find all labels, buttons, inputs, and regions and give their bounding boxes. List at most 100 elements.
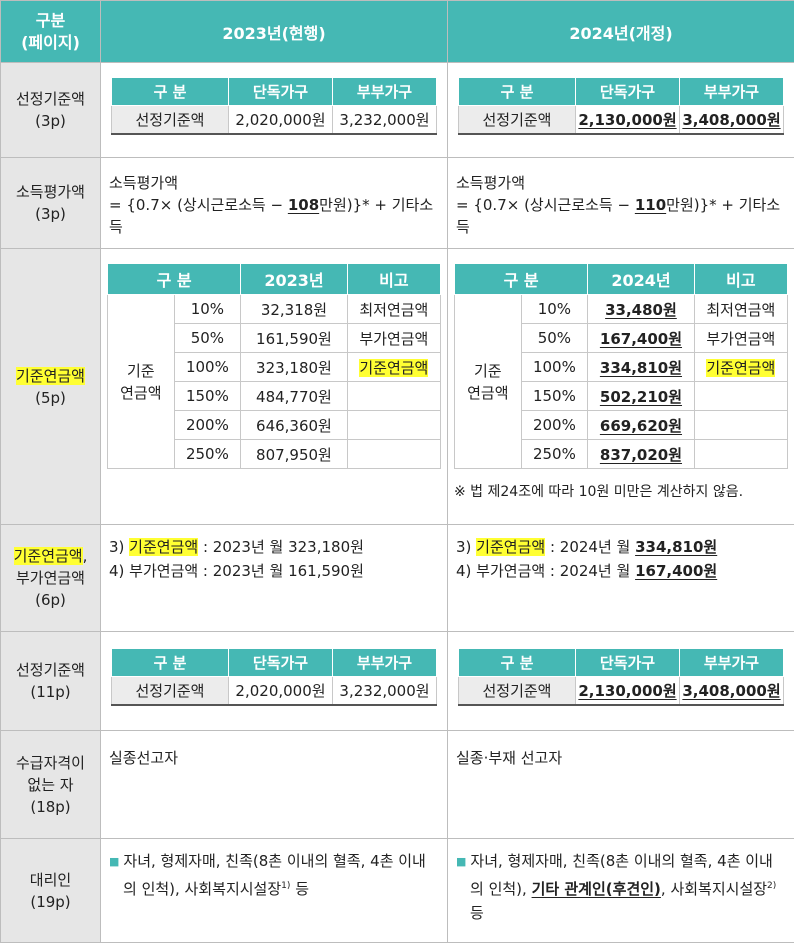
note-cell <box>694 440 787 469</box>
sub-header: 2024년 <box>588 264 695 295</box>
couple-household-value: 3,408,000원 <box>680 106 784 134</box>
sub-header: 구 분 <box>459 78 576 106</box>
single-household-value: 2,020,000원 <box>229 677 333 705</box>
pct-cell: 250% <box>174 440 241 469</box>
pct-cell: 200% <box>521 411 588 440</box>
sub-row-label: 선정기준액 <box>112 677 229 705</box>
pct-cell: 50% <box>521 324 588 353</box>
amount-cell: 33,480원 <box>588 295 695 324</box>
note-cell: 최저연금액 <box>694 295 787 324</box>
row-label-base-pension-5p: 기준연금액(5p) <box>1 249 101 525</box>
sub-header: 단독가구 <box>576 649 680 677</box>
sub-header: 구 분 <box>108 264 241 295</box>
sub-header: 구 분 <box>459 649 576 677</box>
pct-cell: 100% <box>521 353 588 382</box>
couple-household-value: 3,232,000원 <box>333 677 437 705</box>
group-label: 기준 연금액 <box>455 295 522 469</box>
amount-cell: 646,360원 <box>241 411 348 440</box>
selection-table-2024: 구 분 단독가구 부부가구 선정기준액 2,130,000원 3,408,000… <box>458 77 784 135</box>
sub-header: 구 분 <box>112 78 229 106</box>
pct-cell: 150% <box>521 382 588 411</box>
note-cell: 최저연금액 <box>347 295 440 324</box>
sub-header: 부부가구 <box>680 78 784 106</box>
income-formula-2024: 소득평가액 = {0.7× (상시근로소득 − 110만원)}* + 기타소득 <box>448 158 794 249</box>
row-label-ineligible-18p: 수급자격이 없는 자 (18p) <box>1 731 101 839</box>
sub-header: 2023년 <box>241 264 348 295</box>
pension-ref-2024: 3) 기준연금액 : 2024년 월 334,810원 4) 부가연금액 : 2… <box>448 525 794 632</box>
pension-ref-2023: 3) 기준연금액 : 2023년 월 323,180원 4) 부가연금액 : 2… <box>101 525 448 632</box>
note-cell <box>694 382 787 411</box>
row-label-agent-19p: 대리인 (19p) <box>1 839 101 943</box>
amount-cell: 334,810원 <box>588 353 695 382</box>
single-household-value: 2,130,000원 <box>576 677 680 705</box>
sub-header: 부부가구 <box>680 649 784 677</box>
pension-table-2023: 구 분 2023년 비고 기준 연금액 10% 32,318원 최저연금액 50… <box>107 263 441 469</box>
note-cell: 기준연금액 <box>694 353 787 382</box>
sub-header: 부부가구 <box>333 78 437 106</box>
single-household-value: 2,130,000원 <box>576 106 680 134</box>
couple-household-value: 3,408,000원 <box>680 677 784 705</box>
note-cell: 부가연금액 <box>694 324 787 353</box>
note-cell <box>694 411 787 440</box>
square-bullet-icon: ■ <box>109 855 119 868</box>
pct-cell: 100% <box>174 353 241 382</box>
note-cell <box>347 411 440 440</box>
pension-table-2024: 구 분 2024년 비고 기준 연금액 10% 33,480원 최저연금액 50… <box>454 263 788 469</box>
note-cell: 기준연금액 <box>347 353 440 382</box>
sub-header: 단독가구 <box>229 649 333 677</box>
amount-cell: 32,318원 <box>241 295 348 324</box>
ineligible-2023: 실종선고자 <box>101 731 448 839</box>
sub-header: 비고 <box>347 264 440 295</box>
pct-cell: 150% <box>174 382 241 411</box>
pension-2023-cell: 구 분 2023년 비고 기준 연금액 10% 32,318원 최저연금액 50… <box>101 249 448 525</box>
group-label: 기준 연금액 <box>108 295 175 469</box>
single-household-value: 2,020,000원 <box>229 106 333 134</box>
square-bullet-icon: ■ <box>456 855 466 868</box>
pct-cell: 10% <box>174 295 241 324</box>
sub-header: 구 분 <box>455 264 588 295</box>
couple-household-value: 3,232,000원 <box>333 106 437 134</box>
selection-2024-cell: 구 분 단독가구 부부가구 선정기준액 2,130,000원 3,408,000… <box>448 63 794 158</box>
amount-cell: 807,950원 <box>241 440 348 469</box>
header-2024: 2024년(개정) <box>448 1 794 63</box>
sub-header: 단독가구 <box>576 78 680 106</box>
agent-2024: ■자녀, 형제자매, 친족(8촌 이내의 혈족, 4촌 이내의 인척), 기타 … <box>448 839 794 943</box>
selection-2023-cell: 구 분 단독가구 부부가구 선정기준액 2,020,000원 3,232,000… <box>101 63 448 158</box>
selection-11p-2023-cell: 구 분 단독가구 부부가구 선정기준액 2,020,000원 3,232,000… <box>101 632 448 731</box>
amount-cell: 161,590원 <box>241 324 348 353</box>
header-category: 구분 (페이지) <box>1 1 101 63</box>
amount-cell: 502,210원 <box>588 382 695 411</box>
selection-table-2023: 구 분 단독가구 부부가구 선정기준액 2,020,000원 3,232,000… <box>111 77 437 135</box>
amount-cell: 323,180원 <box>241 353 348 382</box>
sub-row-label: 선정기준액 <box>459 106 576 134</box>
rounding-footnote: ※ 법 제24조에 따라 10원 미만은 계산하지 않음. <box>454 481 788 501</box>
sub-header: 부부가구 <box>333 649 437 677</box>
amount-cell: 837,020원 <box>588 440 695 469</box>
note-cell <box>347 382 440 411</box>
row-label-selection-11p: 선정기준액 (11p) <box>1 632 101 731</box>
pct-cell: 200% <box>174 411 241 440</box>
pct-cell: 50% <box>174 324 241 353</box>
pct-cell: 10% <box>521 295 588 324</box>
amount-cell: 669,620원 <box>588 411 695 440</box>
selection-table-11p-2024: 구 분 단독가구 부부가구 선정기준액 2,130,000원 3,408,000… <box>458 648 784 706</box>
selection-table-11p-2023: 구 분 단독가구 부부가구 선정기준액 2,020,000원 3,232,000… <box>111 648 437 706</box>
row-label-pension-6p: 기준연금액, 부가연금액 (6p) <box>1 525 101 632</box>
header-2023: 2023년(현행) <box>101 1 448 63</box>
amount-cell: 484,770원 <box>241 382 348 411</box>
selection-11p-2024-cell: 구 분 단독가구 부부가구 선정기준액 2,130,000원 3,408,000… <box>448 632 794 731</box>
income-formula-2023: 소득평가액 = {0.7× (상시근로소득 − 108만원)}* + 기타소득 <box>101 158 448 249</box>
note-cell: 부가연금액 <box>347 324 440 353</box>
row-label-selection-3p: 선정기준액 (3p) <box>1 63 101 158</box>
sub-row-label: 선정기준액 <box>459 677 576 705</box>
pct-cell: 250% <box>521 440 588 469</box>
sub-header: 구 분 <box>112 649 229 677</box>
row-label-income-3p: 소득평가액 (3p) <box>1 158 101 249</box>
sub-header: 단독가구 <box>229 78 333 106</box>
agent-2023: ■자녀, 형제자매, 친족(8촌 이내의 혈족, 4촌 이내의 인척), 사회복… <box>101 839 448 943</box>
sub-header: 비고 <box>694 264 787 295</box>
note-cell <box>347 440 440 469</box>
sub-row-label: 선정기준액 <box>112 106 229 134</box>
amount-cell: 167,400원 <box>588 324 695 353</box>
